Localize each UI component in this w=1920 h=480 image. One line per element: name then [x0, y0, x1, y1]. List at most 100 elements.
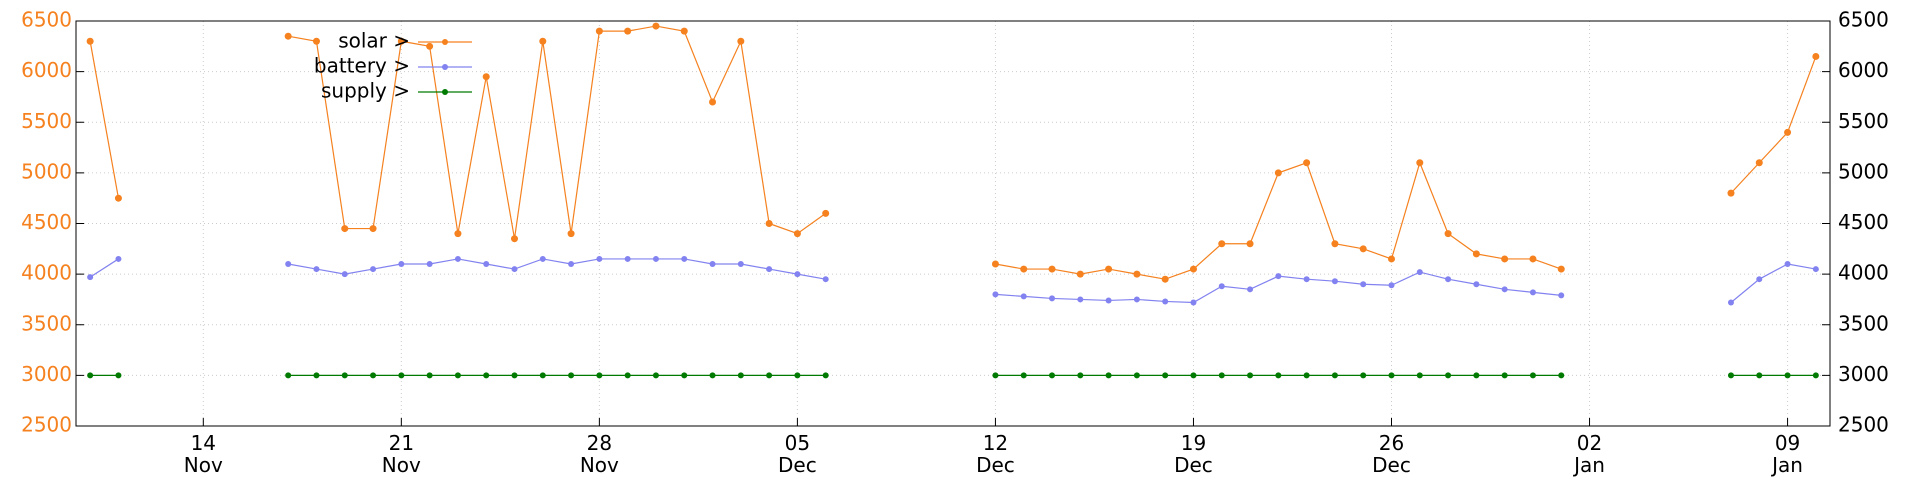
data-point — [822, 209, 830, 217]
data-point — [454, 230, 462, 238]
data-point — [398, 261, 405, 267]
data-point — [1275, 273, 1282, 280]
x-tick-label: 21 Nov — [381, 431, 421, 477]
data-point — [1133, 296, 1140, 303]
data-point — [1218, 372, 1225, 379]
data-point — [1784, 372, 1791, 379]
data-point — [1445, 372, 1452, 379]
data-point — [737, 37, 745, 45]
data-point — [1020, 372, 1027, 379]
data-point — [1331, 372, 1338, 379]
data-point — [370, 372, 377, 379]
data-point — [1303, 159, 1311, 167]
data-point — [1473, 281, 1480, 288]
data-point — [1247, 286, 1254, 293]
data-point — [454, 372, 461, 379]
data-point — [1105, 372, 1112, 379]
data-point — [1727, 299, 1734, 306]
legend-label: battery > — [314, 54, 410, 78]
data-point — [1756, 276, 1763, 283]
data-point — [1501, 372, 1508, 379]
data-point — [765, 220, 773, 227]
y-tick-label: 5500 — [21, 109, 72, 133]
data-point — [1275, 372, 1282, 379]
data-point — [1529, 255, 1537, 263]
data-point — [1784, 128, 1792, 136]
data-point — [568, 261, 575, 267]
data-point — [114, 194, 122, 202]
data-point — [1218, 283, 1225, 290]
data-point — [766, 266, 773, 273]
x-tick-label: 19 Dec — [1174, 431, 1213, 477]
data-point — [1529, 372, 1536, 379]
data-point — [822, 276, 829, 283]
data-point — [1133, 372, 1140, 379]
y-tick-label: 4500 — [21, 210, 72, 234]
data-point — [1190, 372, 1197, 379]
y-tick-label: 4000 — [21, 261, 72, 285]
data-point — [1416, 159, 1424, 167]
data-point — [681, 372, 688, 379]
data-point — [285, 261, 292, 267]
data-point — [737, 372, 744, 379]
data-point — [426, 372, 433, 379]
data-point — [1049, 295, 1056, 302]
data-point — [793, 230, 801, 238]
legend-marker — [442, 89, 448, 95]
data-point — [1331, 240, 1339, 248]
data-point — [1473, 372, 1480, 379]
y2-tick-label: 4500 — [1838, 210, 1889, 234]
data-point — [709, 372, 716, 379]
data-point — [341, 271, 348, 278]
data-point — [1756, 372, 1763, 379]
y-tick-label: 5000 — [21, 159, 72, 183]
x-tick-label: 26 Dec — [1372, 431, 1411, 477]
data-point — [1077, 296, 1084, 303]
y2-tick-label: 5000 — [1838, 159, 1889, 183]
data-point — [1077, 372, 1084, 379]
data-point — [398, 372, 405, 379]
data-point — [370, 266, 377, 273]
series-line — [1730, 263, 1816, 303]
data-point — [539, 37, 547, 45]
data-point — [1529, 289, 1536, 296]
y2-tick-label: 4000 — [1838, 261, 1889, 285]
data-point — [1388, 282, 1395, 289]
data-point — [709, 98, 717, 106]
data-point — [369, 225, 377, 233]
y-tick-label: 6500 — [21, 8, 72, 32]
y2-tick-label: 6000 — [1838, 58, 1889, 82]
data-point — [794, 372, 801, 379]
data-point — [1727, 372, 1734, 379]
x-tick-label: 09 Jan — [1772, 431, 1803, 477]
legend-label: supply > — [321, 79, 410, 103]
data-point — [313, 266, 320, 273]
data-point — [312, 37, 320, 45]
data-point — [1189, 265, 1197, 273]
data-point — [511, 372, 518, 379]
data-point — [1162, 372, 1169, 379]
y2-tick-label: 3000 — [1838, 362, 1889, 386]
data-point — [1020, 265, 1028, 273]
data-point — [1218, 240, 1226, 248]
series-line — [89, 41, 120, 199]
data-point — [1727, 189, 1735, 197]
data-point — [539, 372, 546, 379]
data-point — [1558, 372, 1565, 379]
data-point — [87, 372, 94, 379]
data-point — [1246, 240, 1254, 248]
data-point — [511, 266, 518, 273]
legend-marker — [442, 39, 448, 45]
data-point — [1812, 372, 1819, 379]
data-point — [1416, 269, 1423, 276]
data-point — [1190, 299, 1197, 306]
y2-tick-label: 6500 — [1838, 8, 1889, 32]
data-point — [766, 372, 773, 379]
data-point — [539, 255, 546, 262]
data-point — [652, 255, 659, 262]
y-tick-label: 3000 — [21, 362, 72, 386]
y-tick-label: 2500 — [21, 413, 72, 437]
data-point — [1444, 230, 1452, 238]
data-point — [1416, 372, 1423, 379]
